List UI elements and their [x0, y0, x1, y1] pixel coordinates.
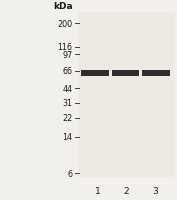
Text: 116: 116 [58, 43, 73, 52]
Text: 97: 97 [62, 50, 73, 59]
Text: 1: 1 [95, 187, 101, 195]
Bar [78, 13, 175, 177]
Text: 200: 200 [58, 20, 73, 29]
Text: 6: 6 [68, 169, 73, 178]
Text: 44: 44 [63, 84, 73, 93]
Text: 3: 3 [152, 187, 158, 195]
Text: 31: 31 [63, 99, 73, 108]
Bar [142, 70, 170, 76]
Text: 66: 66 [63, 67, 73, 76]
Bar [112, 70, 139, 76]
Text: kDa: kDa [53, 2, 73, 10]
Text: 14: 14 [63, 133, 73, 142]
Bar [81, 70, 109, 76]
Text: 2: 2 [124, 187, 129, 195]
Text: 22: 22 [62, 114, 73, 123]
